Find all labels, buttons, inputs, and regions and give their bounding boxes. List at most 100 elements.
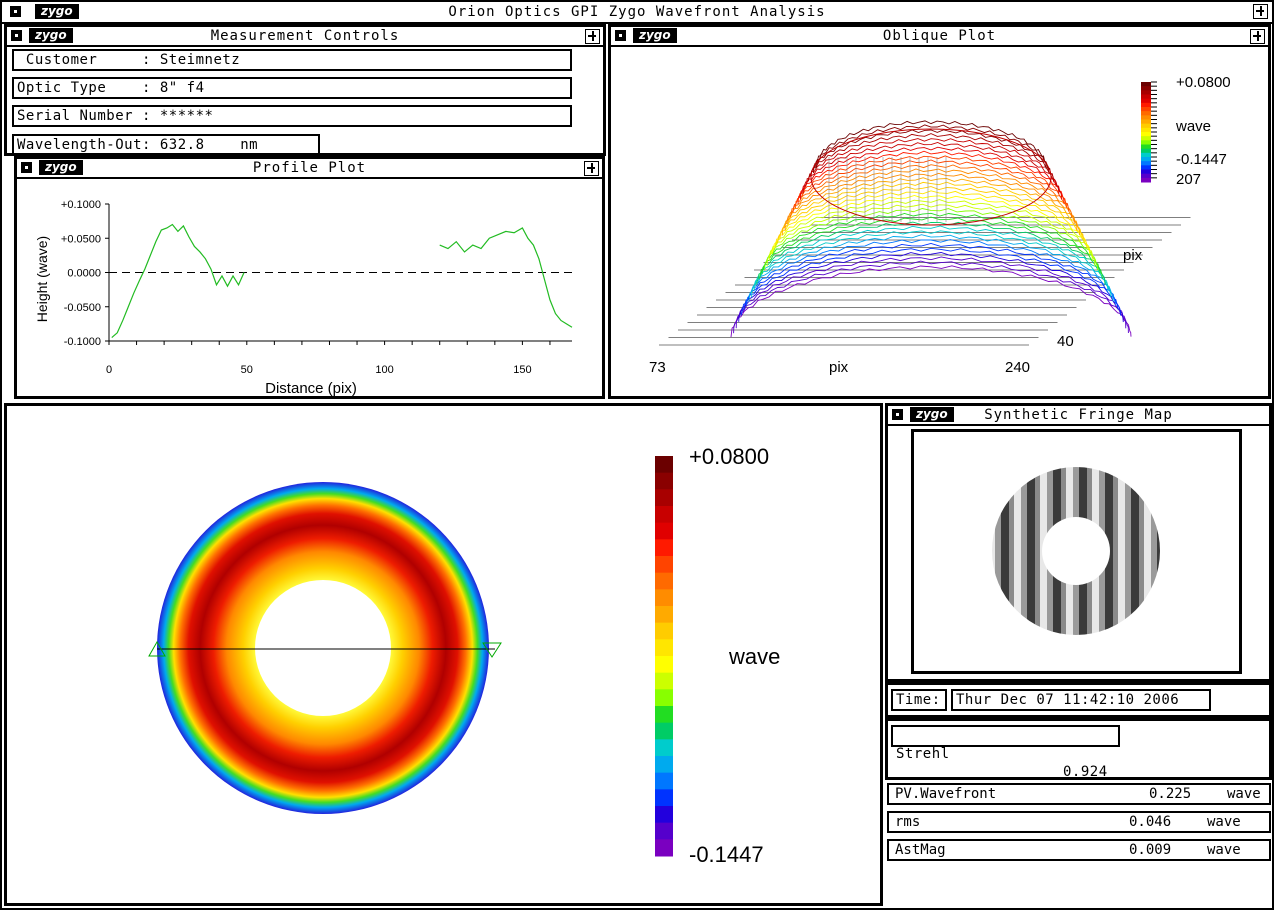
optic-type-value: : 8" f4: [142, 80, 205, 96]
pv-wavefront-value: 0.225: [1149, 786, 1192, 802]
colorbar-swatch: [1141, 152, 1151, 158]
profile-cut-end-handle[interactable]: [482, 642, 502, 658]
colorbar-swatch: [1141, 119, 1151, 125]
customer-field[interactable]: Customer : Steimnetz: [12, 49, 572, 71]
contour-annulus: [157, 482, 489, 814]
rms-value: 0.046: [1129, 814, 1172, 830]
strehl-field: Strehl 0.924: [891, 725, 1120, 780]
oblique-3d-plot: +0.0800 wave -0.1447 207 pix 40 73 pix 2…: [649, 74, 1231, 376]
wavelength-value: : 632.8 nm: [142, 137, 259, 153]
colorbar-swatch: [1141, 127, 1151, 133]
colorbar-swatch: [1141, 123, 1151, 129]
colorbar-swatch: [655, 739, 673, 757]
oblique-contour-line: [748, 234, 1114, 303]
resize-icon[interactable]: [585, 29, 600, 44]
results-window: [885, 780, 1272, 906]
serial-number-field[interactable]: Serial Number : ******: [12, 105, 572, 127]
oblique-surface: [659, 120, 1191, 346]
colorbar-swatch: [1141, 148, 1151, 154]
colorbar-swatch: [655, 806, 673, 824]
colorbar-swatch: [655, 822, 673, 840]
main-titlebar[interactable]: zygo Orion Optics GPI Zygo Wavefront Ana…: [2, 2, 1272, 24]
colorbar-swatch: [655, 456, 673, 474]
measurement-controls-window: zygo Measurement Controls Customer : Ste…: [4, 24, 606, 156]
oblique-contour-line: [800, 146, 1062, 200]
oblique-contour-line: [807, 133, 1055, 183]
rms-unit: wave: [1207, 814, 1241, 830]
serial-number-label: Serial Number: [17, 108, 143, 124]
contour-map-window: +0.0800 wave -0.1447: [4, 403, 883, 906]
oblique-contour-line: [743, 243, 1119, 310]
colorbar-swatch: [655, 772, 673, 790]
close-icon[interactable]: [892, 409, 903, 420]
colorbar-swatch: [655, 706, 673, 724]
oblique-y-start: 40: [1057, 333, 1074, 350]
colorbar-swatch: [655, 572, 673, 590]
strehl-value: 0.924: [1063, 764, 1108, 780]
colorbar-swatch: [655, 839, 673, 857]
profile-y-tick-label: -0.0500: [64, 302, 101, 314]
oblique-contour-line: [738, 252, 1124, 323]
strehl-label: Strehl: [896, 746, 950, 762]
colorbar-swatch: [655, 556, 673, 574]
colorbar-swatch: [1141, 115, 1151, 120]
resize-icon[interactable]: [1250, 29, 1265, 44]
oblique-contour-line: [779, 181, 1083, 240]
colorbar-swatch: [655, 672, 673, 690]
oblique-x-start: 73: [649, 359, 666, 376]
wavelength-field[interactable]: Wavelength-Out: 632.8 nm: [12, 134, 320, 156]
colorbar-swatch: [1141, 169, 1151, 175]
colorbar-swatch: [655, 639, 673, 657]
zygo-logo: zygo: [633, 28, 677, 43]
oblique-contour-line: [730, 265, 1132, 338]
app-title: Orion Optics GPI Zygo Wavefront Analysis: [448, 4, 826, 20]
zygo-logo: zygo: [35, 4, 79, 19]
time-label: Time:: [891, 689, 947, 711]
measurement-controls-titlebar[interactable]: zygo Measurement Controls: [7, 27, 603, 47]
oblique-contour-line: [751, 230, 1111, 298]
close-icon[interactable]: [615, 30, 626, 41]
zygo-logo: zygo: [39, 160, 83, 175]
time-window: Time: Thur Dec 07 11:42:10 2006: [885, 682, 1272, 718]
profile-plot-titlebar[interactable]: zygo Profile Plot: [17, 159, 602, 179]
wavefront-contour-map[interactable]: +0.0800 wave -0.1447: [7, 406, 880, 903]
oblique-plot-titlebar[interactable]: zygo Oblique Plot: [611, 27, 1268, 47]
oblique-y-end: 207: [1176, 171, 1201, 188]
colorbar-swatch: [655, 589, 673, 607]
wavelength-label: Wavelength-Out: [17, 137, 143, 153]
profile-chart: Height (wave) Distance (pix) +0.1000 +0.0…: [34, 199, 573, 397]
oblique-scale-max: +0.0800: [1176, 74, 1231, 91]
oblique-contour-line: [771, 195, 1091, 255]
fringe-map-window: zygo Synthetic Fringe Map: [885, 403, 1272, 682]
colorbar-swatch: [1141, 90, 1151, 95]
close-icon[interactable]: [11, 30, 22, 41]
colorbar-swatch: [655, 622, 673, 640]
main-resize-icon[interactable]: [1253, 4, 1268, 19]
colorbar-swatch: [1141, 144, 1151, 150]
close-icon[interactable]: [21, 162, 32, 173]
profile-series-line: [439, 227, 573, 328]
colorbar-swatch: [655, 689, 673, 707]
optic-type-label: Optic Type: [17, 80, 143, 96]
resize-icon[interactable]: [584, 161, 599, 176]
oblique-plot-title: Oblique Plot: [882, 28, 997, 44]
colorbar-swatch: [1141, 86, 1151, 91]
main-close-icon[interactable]: [10, 6, 21, 17]
profile-x-tick-label: 50: [241, 364, 253, 376]
profile-cut-start-handle[interactable]: [148, 640, 166, 657]
oblique-contour-line: [789, 164, 1073, 218]
contour-colorbar: [655, 456, 673, 857]
strehl-window: Strehl 0.924: [885, 718, 1272, 780]
oblique-contour-line: [794, 155, 1068, 209]
oblique-contour-line: [733, 260, 1129, 334]
profile-y-tick-label: 0.0000: [67, 268, 101, 280]
zygo-logo: zygo: [910, 407, 954, 422]
fringe-map-titlebar[interactable]: zygo Synthetic Fringe Map: [888, 406, 1269, 426]
oblique-contour-line: [769, 199, 1093, 262]
oblique-x-end: 240: [1005, 359, 1030, 376]
optic-type-field[interactable]: Optic Type : 8" f4: [12, 77, 572, 99]
oblique-scale-unit: wave: [1175, 118, 1211, 135]
profile-ylabel: Height (wave): [34, 236, 50, 322]
colorbar-swatch: [1141, 94, 1151, 100]
